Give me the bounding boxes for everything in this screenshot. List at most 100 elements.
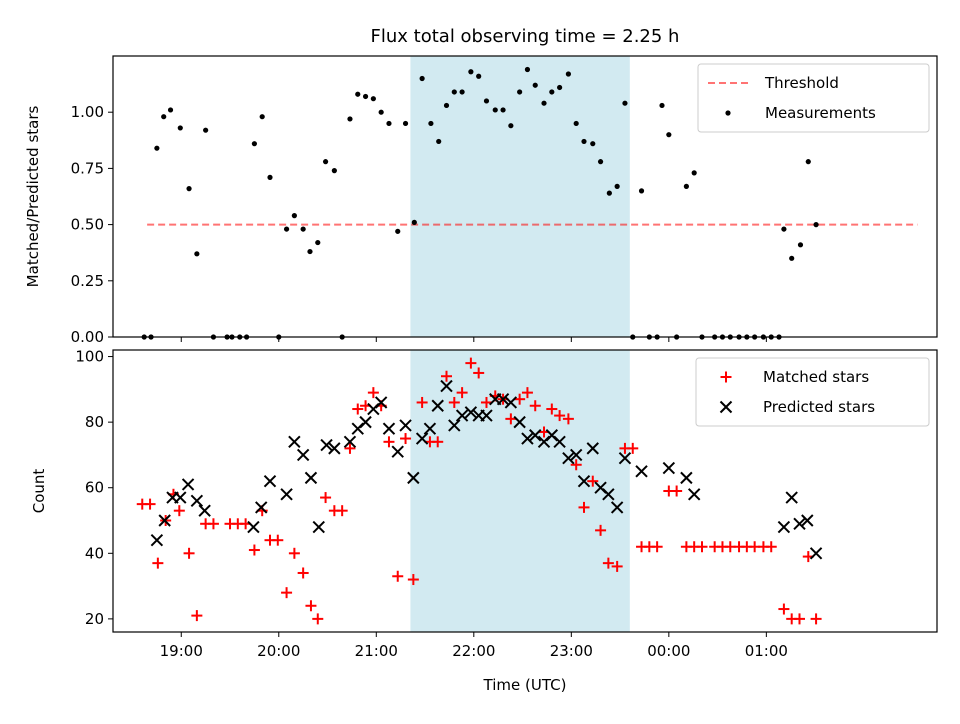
measurement-point — [451, 89, 457, 95]
measurement-point — [154, 145, 160, 151]
measurement-point — [691, 170, 697, 176]
legend-label: Threshold — [764, 74, 839, 92]
measurement-point — [606, 190, 612, 196]
measurement-point — [259, 114, 265, 120]
predicted-star-point-b — [529, 429, 542, 442]
measurement-point — [524, 66, 531, 73]
measurement-point — [395, 228, 401, 234]
measurement-point — [186, 186, 192, 192]
top-axes: 0.00 0.25 0.50 0.75 1.00 — [71, 55, 938, 346]
predicted-star-point-b — [569, 448, 583, 462]
measurement-point — [355, 91, 361, 97]
x-tick-label: 19:00 — [160, 642, 203, 660]
predicted-star-point-b — [296, 448, 310, 462]
predicted-star-point-b — [662, 461, 676, 475]
measurement-point — [411, 219, 417, 225]
measurement-point — [549, 89, 555, 95]
y-tick-label: 40 — [85, 544, 104, 562]
x-tick-label: 21:00 — [355, 642, 398, 660]
measurement-point — [307, 248, 313, 255]
legend-measurement-swatch — [725, 110, 731, 116]
predicted-star-point-b — [423, 422, 437, 435]
predicted-star-point-b — [594, 481, 607, 494]
predicted-star-point-b — [328, 442, 341, 455]
measurement-point — [322, 159, 329, 165]
measurement-point — [267, 174, 273, 180]
measurement-point — [597, 159, 604, 165]
measurement-point — [805, 159, 811, 165]
y-tick-label: 1.00 — [71, 103, 104, 121]
predicted-star-point-b — [374, 396, 388, 409]
predicted-star-point-b — [602, 488, 615, 501]
measurement-point — [492, 107, 498, 113]
predicted-star-point-b — [504, 396, 518, 409]
measurement-point — [581, 138, 587, 145]
predicted-star-point-b — [440, 379, 453, 393]
axes-frame — [112, 55, 938, 338]
measurement-point — [508, 123, 514, 129]
legend-label: Measurements — [765, 104, 876, 122]
legend-label: Matched stars — [763, 368, 869, 386]
count-points — [136, 357, 823, 625]
predicted-star-point-b — [247, 520, 260, 534]
y-tick-label: 0.00 — [71, 328, 104, 346]
predicted-star-point-b — [255, 501, 268, 514]
observing-window-shade — [410, 56, 630, 337]
predicted-star-point-b — [455, 409, 469, 422]
predicted-star-point-b — [521, 432, 534, 445]
predicted-star-point-b — [320, 438, 333, 452]
measurement-point — [622, 100, 628, 106]
measurement-point — [638, 188, 645, 194]
measurement-point — [203, 127, 209, 133]
predicted-star-point-b — [448, 419, 461, 432]
predicted-star-point-b — [263, 474, 277, 488]
predicted-star-point-b — [618, 452, 632, 465]
axes-frame — [112, 349, 938, 633]
predicted-star-point-b — [586, 442, 599, 455]
predicted-star-point-b — [150, 533, 164, 547]
measurement-point — [378, 109, 384, 115]
measurement-point — [161, 114, 167, 120]
predicted-star-point-b — [577, 474, 591, 488]
y-tick-label: 20 — [85, 610, 104, 628]
bottom-panel: 20 40 60 80 100 19:00 20:00 21:00 22:00 23:00 00:0… — [30, 348, 938, 694]
bottom-legend: Matched stars Predicted stars — [695, 357, 930, 427]
measurement-point — [789, 255, 795, 261]
predicted-star-point-b — [198, 504, 211, 517]
measurement-point — [557, 84, 563, 91]
predicted-star-point-b — [158, 514, 171, 527]
predicted-star-point-b — [431, 399, 444, 412]
x-tick-label: 20:00 — [257, 642, 300, 660]
measurement-point — [813, 222, 819, 228]
y-tick-label: 0.50 — [71, 216, 104, 234]
measurement-point — [362, 93, 369, 100]
measurement-point — [541, 100, 547, 106]
predicted-star-point-b — [562, 452, 575, 465]
bottom-axes: 20 40 60 80 100 19:00 20:00 21:00 22:00 23:00 00:0… — [75, 348, 938, 660]
predicted-star-point-b — [777, 520, 791, 534]
measurement-point — [532, 82, 538, 88]
x-tick-label: 23:00 — [550, 642, 593, 660]
predicted-star-point-b — [343, 435, 357, 449]
predicted-star-point-b — [407, 471, 420, 485]
measurement-point — [194, 251, 200, 257]
predicted-star-point-b — [496, 392, 510, 406]
measurement-point — [428, 120, 434, 127]
legend-box — [695, 357, 930, 427]
x-tick-label: 22:00 — [452, 642, 495, 660]
x-tick-label: 00:00 — [647, 642, 690, 660]
predicted-star-point-b — [382, 422, 396, 435]
measurement-point — [436, 138, 442, 145]
legend-predicted-swatch-b — [719, 400, 733, 414]
measurement-point — [797, 242, 804, 248]
measurement-point — [402, 120, 409, 127]
x-axis-label: Time (UTC) — [483, 676, 567, 694]
measurement-point — [781, 226, 787, 232]
measurement-point — [347, 116, 353, 122]
y-tick-label: 80 — [85, 413, 104, 431]
top-panel: 0.00 0.25 0.50 0.75 1.00 Matched/Predicted s… — [24, 55, 938, 346]
measurement-point — [331, 168, 337, 174]
measurement-point — [459, 89, 465, 95]
y-tick-label: 0.25 — [71, 272, 104, 290]
